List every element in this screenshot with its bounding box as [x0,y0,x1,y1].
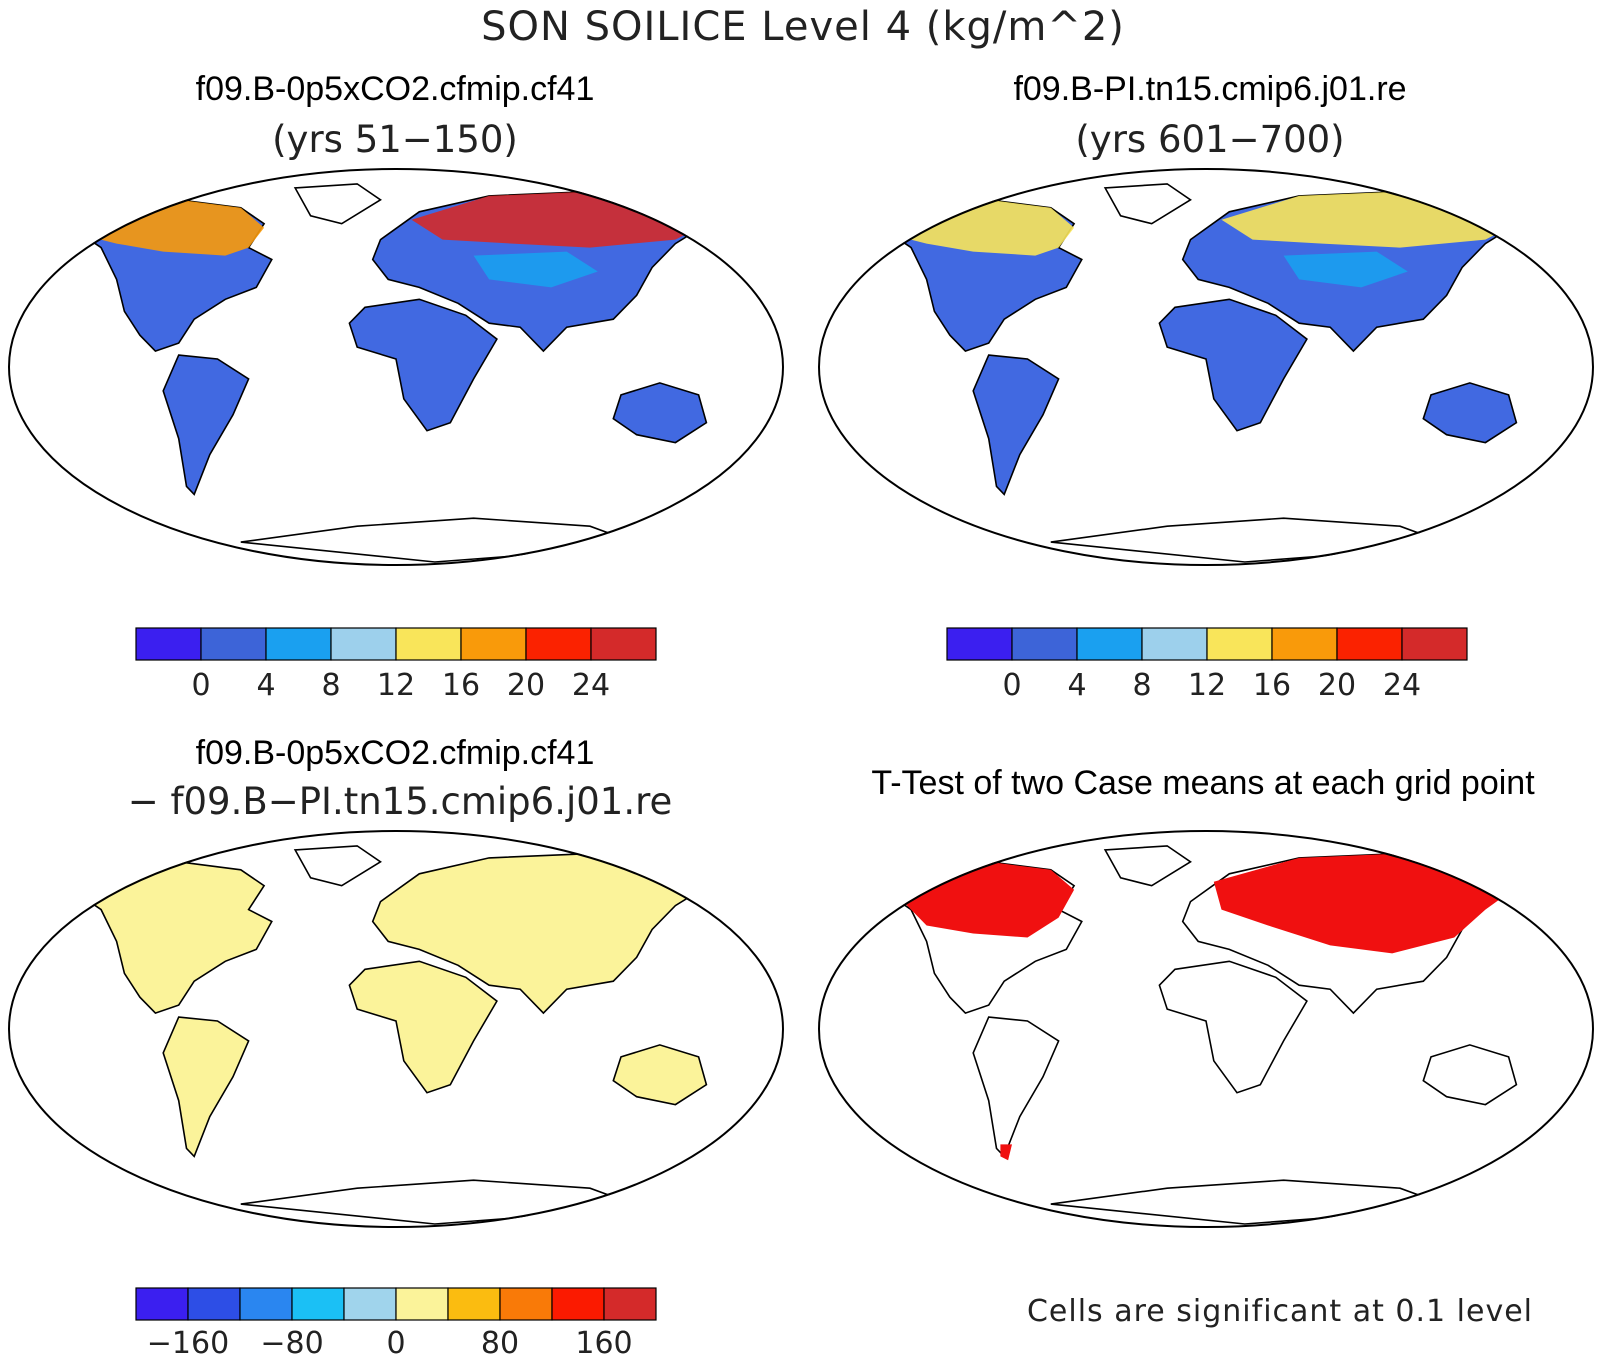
land-greenland [1103,845,1192,887]
colorbar-swatch [291,1287,345,1321]
colorbar-tick-label: 8 [1132,668,1151,703]
panel-4-title: T-Test of two Case means at each grid po… [871,764,1535,802]
colorbar-tick-label: 16 [1253,668,1291,703]
land-southAmerica [972,1016,1060,1158]
colorbar-swatch [395,1287,449,1321]
land-southAmerica [972,354,1060,496]
colorbar-swatch [460,627,527,661]
map-panel-2 [818,168,1594,566]
panel-2-title: f09.B-PI.tn15.cmip6.j01.re [1013,70,1407,108]
land-southAmerica [162,354,250,496]
panel-1-subtitle: (yrs 51−150) [272,118,518,161]
significant-eurasia [1213,853,1525,954]
map-border [818,830,1594,1228]
land-greenland [293,845,382,887]
map-panel-3 [8,830,784,1228]
colorbar-tick-label: 0 [386,1326,405,1354]
colorbar-swatch [135,627,202,661]
colorbar-swatch [1336,627,1403,661]
colorbar-swatch [1206,627,1273,661]
colorbar-swatch [239,1287,293,1321]
land-africa [348,298,498,432]
map-panel-1 [8,168,784,566]
land-greenland [1103,183,1192,225]
main-title: SON SOILICE Level 4 (kg/m^2) [481,4,1125,50]
colorbar-1: 0 4 8 12 16 20 24 [135,627,657,703]
land-australia [612,382,708,444]
colorbar-swatch [590,627,657,661]
colorbar-swatch [447,1287,501,1321]
soilice-high-midAsia [473,251,598,288]
panel-3-subtitle: − f09.B−PI.tn15.cmip6.j01.re [127,780,673,823]
colorbar-swatch [200,627,267,661]
panel-2-subtitle: (yrs 601−700) [1075,118,1345,161]
colorbar-swatch [1076,627,1143,661]
colorbar-swatch [330,627,397,661]
land-southAmerica [162,1016,250,1158]
panel-1-title: f09.B-0p5xCO2.cfmip.cf41 [195,70,595,108]
colorbar-tick-label: 20 [1318,668,1356,703]
colorbar-tick-label: 160 [575,1326,632,1354]
colorbar-3: −160 −80 0 80 160 [135,1287,657,1354]
significance-note: Cells are significant at 0.1 level [1026,1294,1533,1329]
colorbar-tick-label: 12 [1188,668,1226,703]
colorbar-tick-label: 80 [481,1326,519,1354]
colorbar-tick-label: 4 [1067,668,1086,703]
land-africa [1158,960,1308,1094]
land-australia [612,1044,708,1106]
colorbar-2: 0 4 8 12 16 20 24 [946,627,1468,703]
land-africa [348,960,498,1094]
land-northAmerica [60,860,273,1015]
colorbar-swatch [1271,627,1338,661]
land-australia [1422,1044,1518,1106]
colorbar-tick-label: 24 [572,668,610,703]
colorbar-tick-label: −80 [260,1326,323,1354]
land-africa [1158,298,1308,432]
colorbar-swatch [499,1287,553,1321]
map-border [818,168,1594,566]
soilice-high-midAsia [1283,251,1408,288]
colorbar-swatch [395,627,462,661]
colorbar-tick-label: 12 [377,668,415,703]
colorbar-tick-label: −160 [147,1326,229,1354]
colorbar-swatch [1011,627,1078,661]
significant-patagonia [1000,1144,1012,1161]
colorbar-swatch [525,627,592,661]
colorbar-swatch [551,1287,605,1321]
map-border [8,830,784,1228]
map-panel-4 [818,830,1594,1228]
land-australia [1422,382,1518,444]
colorbar-swatch [1141,627,1208,661]
map-border [8,168,784,566]
land-greenland [293,183,382,225]
colorbar-swatch [265,627,332,661]
colorbar-swatch [135,1287,189,1321]
colorbar-swatch [343,1287,397,1321]
colorbar-swatch [603,1287,657,1321]
colorbar-swatch [187,1287,241,1321]
colorbar-tick-label: 0 [1002,668,1021,703]
colorbar-swatch [1401,627,1468,661]
colorbar-swatch [946,627,1013,661]
panel-3-title: f09.B-0p5xCO2.cfmip.cf41 [195,734,595,772]
colorbar-tick-label: 4 [256,668,275,703]
colorbar-tick-label: 8 [321,668,340,703]
colorbar-tick-label: 0 [191,668,210,703]
colorbar-tick-label: 20 [507,668,545,703]
colorbar-tick-label: 16 [442,668,480,703]
colorbar-tick-label: 24 [1383,668,1421,703]
